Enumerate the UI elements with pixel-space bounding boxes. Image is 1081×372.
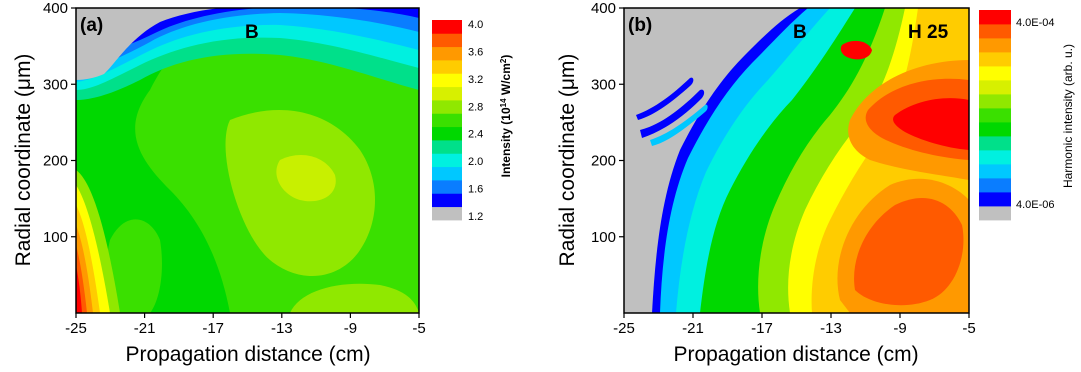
x-tick-label: -13 xyxy=(820,320,842,337)
colorbar-swatch xyxy=(432,33,462,48)
colorbar-swatch xyxy=(979,122,1011,137)
colorbar-swatch xyxy=(432,140,462,154)
colorbar-tick-label: 1.6 xyxy=(468,184,483,196)
colorbar-tick-label: 2.0 xyxy=(468,156,483,168)
contour-band xyxy=(640,89,705,138)
y-tick-label: 200 xyxy=(43,153,68,170)
y-tick-label: 400 xyxy=(43,0,68,17)
colorbar-swatch xyxy=(432,46,462,61)
y-tick-label: 300 xyxy=(591,76,616,93)
colorbar-swatch xyxy=(432,193,462,208)
colorbar-swatch xyxy=(979,38,1011,53)
contour-band xyxy=(76,8,419,80)
contour-band xyxy=(106,219,162,313)
annotation-b: B xyxy=(793,22,807,43)
colorbar-title: Harmonic intensity (arb. u.) xyxy=(1061,44,1075,188)
y-tick-label: 400 xyxy=(591,0,616,17)
x-axis-label: Propagation distance (cm) xyxy=(125,343,370,366)
colorbar-swatch xyxy=(979,94,1011,109)
contour-band xyxy=(893,98,969,150)
x-tick-label: -25 xyxy=(65,320,87,337)
colorbar-swatch xyxy=(432,166,462,181)
x-tick-label: -17 xyxy=(202,320,224,337)
colorbar-swatch xyxy=(979,164,1011,179)
colorbar-tick-label: 4.0 xyxy=(468,19,483,31)
y-tick-label: 100 xyxy=(591,229,616,246)
panel-label: (a) xyxy=(80,15,103,36)
panel-b-contours xyxy=(624,8,969,313)
x-tick-label: -25 xyxy=(613,320,635,337)
colorbar-tick-label: 3.2 xyxy=(468,74,483,86)
y-axis-label: Radial coordinate (μm) xyxy=(556,54,579,267)
colorbar-swatch xyxy=(432,113,462,128)
colorbar-swatch xyxy=(979,136,1011,151)
colorbar-swatch xyxy=(432,86,462,101)
colorbar-b: 4.0E-04 4.0E-06 xyxy=(979,10,1055,221)
colorbar-swatch xyxy=(979,178,1011,193)
colorbar-swatch xyxy=(432,73,462,88)
colorbar-swatch xyxy=(432,153,462,168)
x-tick-label: -5 xyxy=(962,320,975,337)
colorbar-swatch xyxy=(979,66,1011,81)
x-tick-label: -9 xyxy=(893,320,906,337)
colorbar-tick-label: 3.6 xyxy=(468,46,483,58)
y-tick-label: 200 xyxy=(591,153,616,170)
colorbar-swatch xyxy=(979,108,1011,123)
annotation-h25: H 25 xyxy=(908,22,949,43)
contour-band xyxy=(650,104,708,146)
x-tick-label: -21 xyxy=(682,320,704,337)
colorbar-swatch xyxy=(432,20,462,34)
x-tick-label: -17 xyxy=(751,320,773,337)
panel-a-contours xyxy=(76,8,419,313)
colorbar-swatch xyxy=(979,206,1011,221)
colorbar-tick-label: 4.0E-04 xyxy=(1016,17,1055,29)
x-tick-label: -21 xyxy=(134,320,156,337)
annotation-b: B xyxy=(245,22,259,43)
contour-band xyxy=(290,283,419,313)
colorbar-swatch xyxy=(979,52,1011,67)
x-axis-label: Propagation distance (cm) xyxy=(673,343,918,366)
x-tick-label: -13 xyxy=(271,320,293,337)
contour-band xyxy=(854,197,964,306)
y-tick-label: 100 xyxy=(43,229,68,246)
colorbar-swatch xyxy=(432,100,462,114)
panel-a-axis-ticks: -25 -21 -17 -13 -9 -5 100 200 300 400 xyxy=(43,0,426,337)
panel-label: (b) xyxy=(628,15,652,36)
colorbar-swatch xyxy=(432,126,462,141)
colorbar-title: Intensity (1014 W/cm2) xyxy=(499,55,514,178)
colorbar-tick-label: 4.0E-06 xyxy=(1016,199,1055,211)
y-axis-label: Radial coordinate (μm) xyxy=(12,54,35,267)
contour-band xyxy=(276,155,336,202)
colorbar-swatch xyxy=(432,180,462,194)
colorbar-swatch xyxy=(979,24,1011,39)
colorbar-tick-label: 1.2 xyxy=(468,211,483,223)
colorbar-swatch xyxy=(979,192,1011,207)
colorbar-swatch xyxy=(979,10,1011,25)
contour-band xyxy=(840,40,872,60)
y-tick-label: 300 xyxy=(43,76,68,93)
contour-band xyxy=(636,77,694,120)
colorbar-swatch xyxy=(432,60,462,74)
colorbar-swatch xyxy=(432,206,462,221)
panel-b-axis-ticks: -25 -21 -17 -13 -9 -5 100 200 300 400 xyxy=(591,0,976,337)
x-tick-label: -9 xyxy=(344,320,357,337)
contour-band xyxy=(76,265,82,313)
colorbar-a: 4.0 3.6 3.2 2.8 2.4 2.0 1.6 1.2 xyxy=(432,19,483,223)
colorbar-tick-label: 2.8 xyxy=(468,101,483,113)
colorbar-swatch xyxy=(979,150,1011,165)
colorbar-swatch xyxy=(979,80,1011,95)
x-tick-label: -5 xyxy=(412,320,425,337)
panel-a: -25 -21 -17 -13 -9 -5 100 200 300 400 (a) B Propa… xyxy=(12,0,513,366)
colorbar-tick-label: 2.4 xyxy=(468,129,483,141)
